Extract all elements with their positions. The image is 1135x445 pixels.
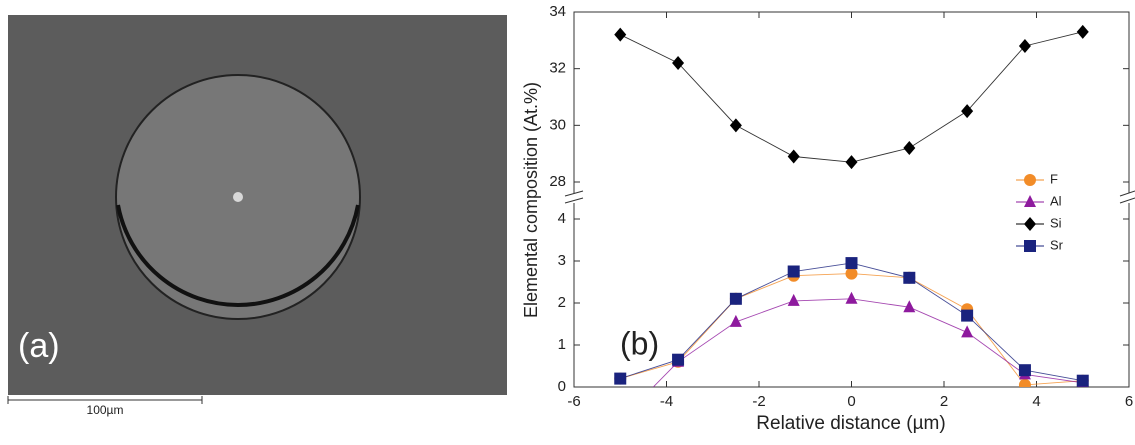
panel-label: (b) <box>620 325 659 361</box>
marker <box>1076 24 1089 39</box>
x-tick-label: 4 <box>1032 393 1040 410</box>
marker <box>903 300 916 313</box>
marker <box>845 267 858 280</box>
marker <box>729 314 742 327</box>
x-tick-label: 0 <box>847 393 855 410</box>
marker <box>672 56 685 70</box>
y-tick-label: 1 <box>558 336 566 353</box>
axis-break <box>1121 193 1135 203</box>
x-tick-label: -6 <box>567 393 580 410</box>
y-tick-label: 3 <box>558 252 566 269</box>
marker <box>787 265 800 278</box>
series-line <box>620 273 1083 386</box>
chart: (b) Relative distance (µm) Elemental com… <box>521 3 1135 434</box>
x-tick-label: 2 <box>940 393 948 410</box>
axis-break-mark <box>564 197 584 204</box>
marker <box>845 155 858 170</box>
x-axis-label: Relative distance (µm) <box>756 413 945 434</box>
marker <box>729 118 742 133</box>
scale-bar-label: 100µm <box>87 403 124 417</box>
x-tick-label: -4 <box>660 393 673 410</box>
marker <box>1024 174 1036 186</box>
y-tick-label: 34 <box>549 3 566 20</box>
plot-area <box>614 24 1089 426</box>
marker <box>1024 240 1036 252</box>
marker <box>1024 217 1036 231</box>
marker <box>1024 195 1036 207</box>
y-tick-label: 30 <box>549 116 566 133</box>
marker <box>961 309 974 322</box>
fiber-edge <box>116 204 360 307</box>
axis-break <box>566 193 582 203</box>
marker <box>1018 364 1031 377</box>
legend-label: Sr <box>1050 237 1064 252</box>
marker <box>614 372 627 385</box>
marker <box>1018 39 1031 53</box>
axis-break-mark <box>1119 197 1135 204</box>
image-panel: (a) 100µm <box>7 15 507 417</box>
y-tick-label: 4 <box>558 210 566 227</box>
y-tick-label: 2 <box>558 294 566 311</box>
axis-break-mark <box>1119 190 1135 197</box>
marker <box>903 141 916 155</box>
legend-label: F <box>1050 171 1058 186</box>
marker <box>961 104 974 119</box>
marker <box>845 291 858 304</box>
marker <box>787 293 800 306</box>
series-line <box>620 262 1083 382</box>
marker <box>961 325 974 338</box>
marker <box>1076 374 1089 387</box>
panel-label: (a) <box>18 327 60 365</box>
axis-break-mark <box>564 190 584 197</box>
legend-label: Al <box>1050 193 1062 208</box>
marker <box>845 257 858 270</box>
fiber-core <box>233 192 243 202</box>
marker <box>729 292 742 305</box>
series-line <box>620 31 1083 163</box>
x-tick-label: 6 <box>1125 393 1133 410</box>
y-tick-label: 32 <box>549 60 566 77</box>
marker <box>672 353 685 366</box>
x-tick-label: -2 <box>752 393 765 410</box>
legend-label: Si <box>1050 215 1062 230</box>
marker <box>614 414 626 426</box>
marker <box>903 271 916 284</box>
marker <box>787 149 800 164</box>
y-tick-label: 0 <box>558 378 566 395</box>
marker <box>1018 378 1031 387</box>
marker <box>614 27 627 42</box>
y-axis-label: Elemental composition (At.%) <box>521 82 541 318</box>
y-tick-label: 28 <box>549 173 566 190</box>
